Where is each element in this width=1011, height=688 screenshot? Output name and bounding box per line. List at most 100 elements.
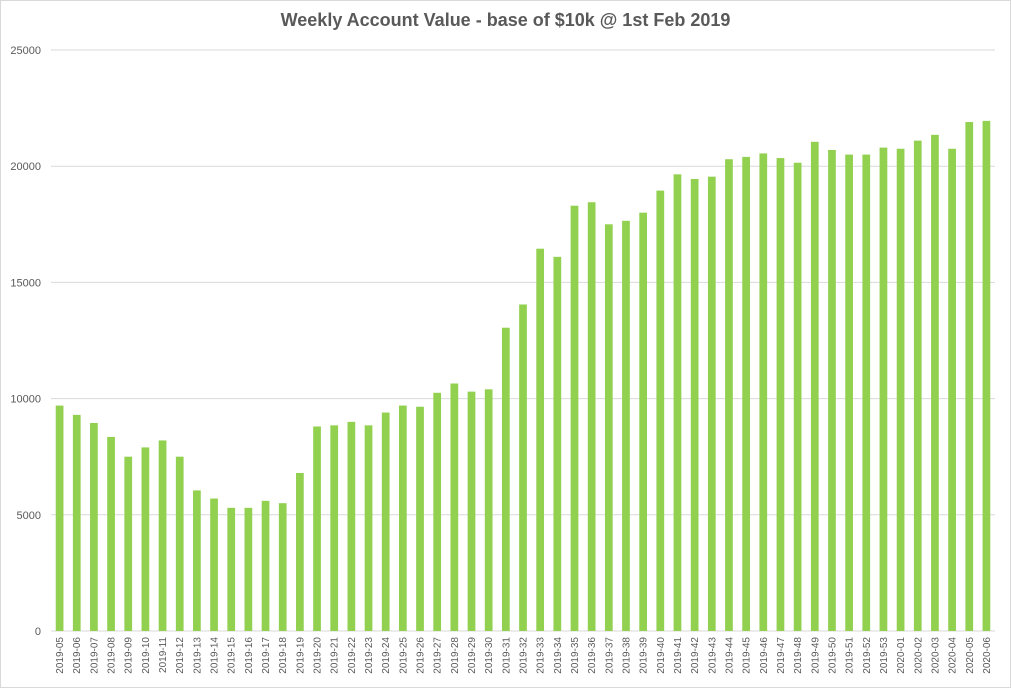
- x-tick-label: 2020-05: [965, 637, 976, 674]
- x-tick-label: 2019-09: [124, 637, 135, 674]
- bar-2019-28: [450, 383, 459, 631]
- x-tick-label: 2019-05: [55, 637, 66, 674]
- x-tick-label: 2019-45: [742, 637, 753, 674]
- x-tick-label: 2019-10: [141, 637, 152, 674]
- bar-2019-18: [278, 503, 287, 631]
- x-tick-label: 2019-53: [879, 637, 890, 674]
- bar-2019-53: [879, 147, 888, 631]
- bar-2019-42: [690, 178, 699, 631]
- bar-2019-40: [656, 190, 665, 632]
- x-tick-label: 2019-46: [759, 637, 770, 674]
- bar-2019-31: [501, 327, 510, 631]
- y-tick-label: 15000: [10, 277, 41, 289]
- bar-2019-20: [313, 426, 321, 631]
- x-tick-label: 2020-01: [896, 637, 907, 674]
- x-tick-label: 2019-35: [570, 637, 581, 674]
- x-tick-label: 2019-13: [192, 637, 203, 674]
- bar-2020-03: [931, 134, 939, 632]
- y-axis-ticks: 0 5000 10000 15000 20000 25000: [10, 45, 41, 638]
- bar-2019-05: [55, 405, 64, 631]
- bar-2019-08: [107, 436, 115, 631]
- y-tick-label: 0: [35, 626, 41, 638]
- x-tick-label: 2019-34: [553, 637, 564, 674]
- bar-2019-14: [210, 498, 218, 631]
- bar-2019-29: [467, 391, 476, 631]
- bar-2019-09: [124, 456, 133, 631]
- x-tick-label: 2019-11: [158, 637, 169, 673]
- x-tick-label: 2019-31: [501, 637, 512, 674]
- x-tick-label: 2019-25: [398, 637, 409, 674]
- bar-2019-52: [862, 154, 871, 631]
- x-tick-label: 2019-17: [261, 637, 272, 674]
- x-tick-label: 2019-18: [278, 637, 289, 674]
- bar-2019-35: [570, 205, 579, 631]
- bar-2019-30: [484, 389, 493, 631]
- x-tick-label: 2019-30: [484, 637, 495, 674]
- chart-title: Weekly Account Value - base of $10k @ 1s…: [280, 10, 731, 30]
- x-tick-label: 2019-41: [673, 637, 684, 674]
- bar-2019-11: [158, 440, 167, 631]
- bar-2020-01: [896, 148, 905, 631]
- bar-2019-39: [639, 212, 648, 631]
- bar-2019-22: [347, 421, 356, 631]
- x-tick-label: 2019-51: [845, 637, 856, 674]
- x-tick-label: 2019-47: [776, 637, 787, 674]
- x-tick-label: 2019-08: [107, 637, 118, 674]
- bar-2019-23: [364, 425, 373, 631]
- x-tick-label: 2019-37: [604, 637, 615, 674]
- bar-2019-17: [261, 500, 270, 631]
- bar-2020-02: [913, 140, 922, 632]
- x-tick-label: 2019-26: [416, 637, 427, 674]
- x-tick-label: 2020-06: [982, 637, 993, 674]
- x-tick-label: 2019-44: [724, 637, 735, 674]
- x-tick-label: 2019-16: [244, 637, 255, 674]
- bar-2019-25: [398, 405, 407, 631]
- x-tick-label: 2020-03: [930, 637, 941, 674]
- x-tick-label: 2019-15: [227, 637, 238, 674]
- x-tick-label: 2019-48: [793, 637, 804, 674]
- x-tick-label: 2019-40: [656, 637, 667, 674]
- bar-2019-34: [553, 256, 562, 631]
- x-tick-label: 2019-14: [210, 637, 221, 674]
- bars: [55, 120, 991, 632]
- bar-2019-06: [72, 414, 81, 631]
- bar-2019-46: [759, 153, 768, 631]
- x-tick-label: 2019-36: [587, 637, 598, 674]
- bar-2019-24: [381, 412, 390, 631]
- bar-2019-19: [296, 472, 304, 631]
- x-tick-label: 2019-24: [381, 637, 392, 674]
- x-tick-label: 2019-21: [330, 637, 341, 674]
- bar-2019-21: [330, 425, 339, 631]
- x-tick-label: 2019-27: [433, 637, 444, 674]
- x-tick-label: 2019-38: [621, 637, 632, 674]
- bar-2019-10: [141, 447, 150, 631]
- bar-2019-16: [244, 507, 253, 631]
- x-tick-label: 2019-12: [175, 637, 186, 674]
- bar-2019-13: [193, 490, 201, 631]
- y-tick-label: 5000: [17, 510, 41, 522]
- x-tick-label: 2019-06: [72, 637, 83, 674]
- x-tick-label: 2019-43: [707, 637, 718, 674]
- x-tick-label: 2020-04: [948, 637, 959, 674]
- x-tick-label: 2019-20: [313, 637, 324, 674]
- x-tick-label: 2019-23: [364, 637, 375, 674]
- x-tick-label: 2019-28: [450, 637, 461, 674]
- bar-2019-41: [673, 174, 682, 632]
- x-tick-label: 2019-22: [347, 637, 358, 674]
- x-tick-label: 2020-02: [913, 637, 924, 674]
- x-tick-label: 2019-50: [827, 637, 838, 674]
- bar-2019-51: [845, 154, 853, 631]
- bar-2019-48: [793, 162, 802, 632]
- x-tick-label: 2019-32: [519, 637, 530, 674]
- bar-2020-05: [965, 122, 974, 631]
- bar-2019-07: [90, 423, 98, 631]
- x-tick-label: 2019-42: [690, 637, 701, 674]
- y-tick-label: 25000: [10, 45, 41, 57]
- x-tick-label: 2019-39: [639, 637, 650, 674]
- y-tick-label: 20000: [10, 161, 41, 173]
- bar-2020-04: [948, 148, 956, 631]
- y-tick-label: 10000: [10, 394, 41, 406]
- bar-2019-43: [707, 176, 716, 631]
- bar-2019-38: [622, 220, 630, 631]
